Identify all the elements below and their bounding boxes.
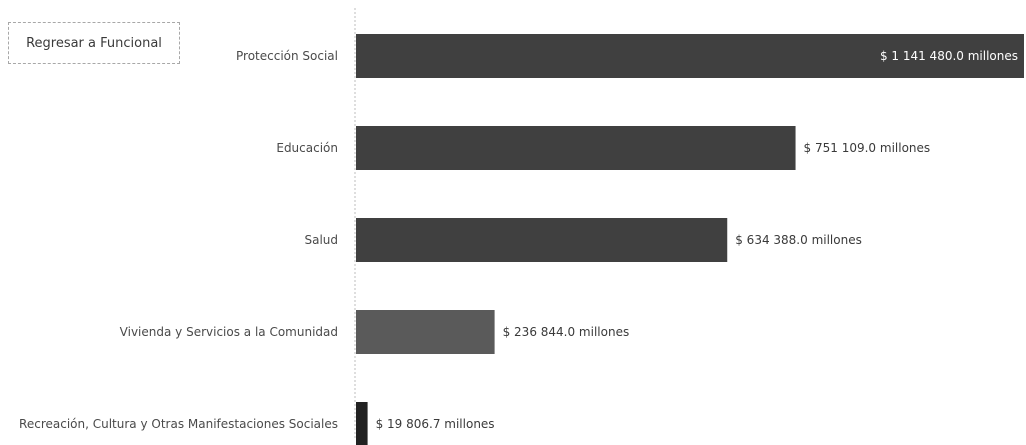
category-label: Educación xyxy=(276,141,338,155)
bar[interactable] xyxy=(356,34,1024,78)
bar[interactable] xyxy=(356,402,368,445)
category-label: Vivienda y Servicios a la Comunidad xyxy=(120,325,338,339)
value-label: $ 751 109.0 millones xyxy=(804,141,931,155)
category-label: Salud xyxy=(304,233,338,247)
bar[interactable] xyxy=(356,310,495,354)
back-to-functional-button[interactable]: Regresar a Funcional xyxy=(8,22,180,64)
value-label: $ 634 388.0 millones xyxy=(735,233,862,247)
value-label: $ 236 844.0 millones xyxy=(503,325,630,339)
value-label: $ 19 806.7 millones xyxy=(376,417,495,431)
bar[interactable] xyxy=(356,126,796,170)
category-label: Protección Social xyxy=(236,49,338,63)
label-layer: Protección Social $ 1 141 480.0 millones E… xyxy=(19,49,1018,431)
value-label: $ 1 141 480.0 millones xyxy=(880,49,1018,63)
category-label: Recreación, Cultura y Otras Manifestacio… xyxy=(19,417,338,431)
bar[interactable] xyxy=(356,218,728,262)
bar-layer xyxy=(356,34,1024,445)
